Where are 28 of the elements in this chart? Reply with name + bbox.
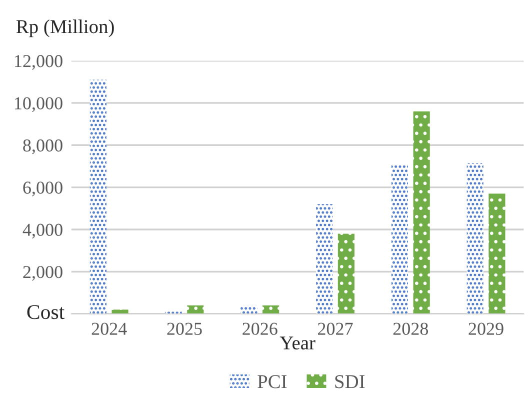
bar bbox=[391, 164, 408, 314]
y-tick-label: 8,000 bbox=[23, 139, 62, 154]
x-tick-label: 2024 bbox=[92, 322, 127, 335]
x-tick-label: 2029 bbox=[468, 322, 504, 335]
bar bbox=[488, 194, 506, 314]
y-axis-title: Cost bbox=[27, 305, 65, 320]
legend-label: PCI bbox=[258, 375, 287, 388]
bar bbox=[413, 111, 430, 314]
x-tick-label: 2025 bbox=[167, 322, 202, 335]
x-tick-label: 2026 bbox=[242, 322, 278, 335]
x-axis-title: Year bbox=[280, 336, 316, 350]
bar bbox=[316, 204, 333, 314]
y-tick-label: 4,000 bbox=[22, 224, 62, 239]
bar bbox=[240, 305, 258, 314]
bar bbox=[112, 310, 128, 314]
y-tick-label: 10,000 bbox=[15, 97, 62, 112]
chart-title: Rp (Million) bbox=[16, 20, 114, 38]
x-tick-label: 2027 bbox=[318, 322, 353, 335]
bar bbox=[90, 80, 106, 314]
bar bbox=[262, 305, 280, 314]
y-tick-label: 6,000 bbox=[23, 182, 62, 196]
y-tick-label: 12,000 bbox=[15, 55, 62, 70]
bar bbox=[338, 234, 354, 314]
y-tick-label: 2,000 bbox=[23, 266, 62, 281]
bar bbox=[187, 305, 204, 314]
x-tick-label: 2028 bbox=[393, 322, 428, 335]
legend-label: SDI bbox=[335, 375, 365, 388]
bar bbox=[466, 163, 484, 314]
